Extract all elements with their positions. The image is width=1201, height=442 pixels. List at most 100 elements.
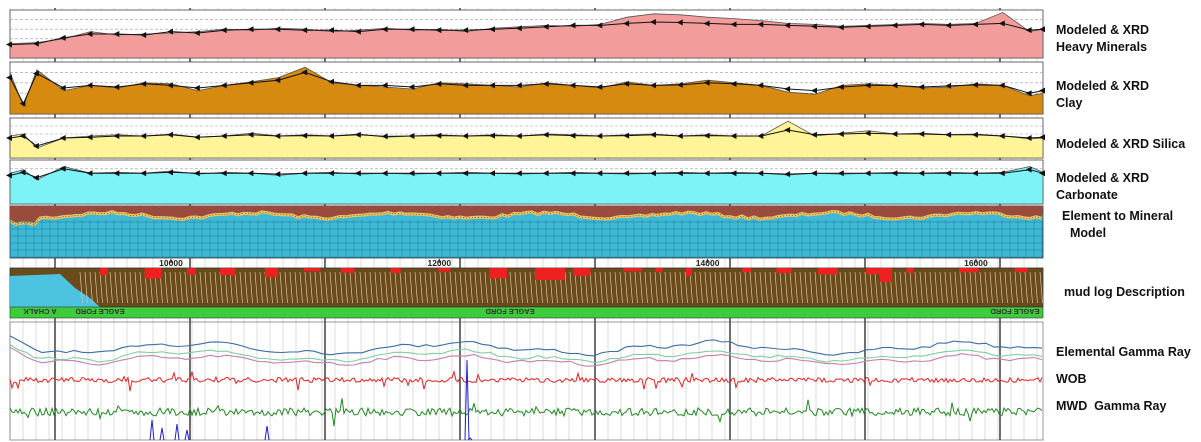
- xrd-point: [515, 82, 522, 89]
- mud-red-mark: [623, 268, 642, 272]
- mud-red-mark: [958, 268, 979, 273]
- xrd-point: [354, 170, 361, 177]
- xrd-point: [462, 133, 469, 139]
- xrd-point: [32, 40, 39, 47]
- xrd-point: [1039, 134, 1045, 141]
- xrd-point: [784, 171, 791, 178]
- xrd-point: [193, 170, 200, 177]
- xrd-point: [381, 82, 388, 89]
- xrd-point: [837, 131, 844, 137]
- xrd-point: [140, 170, 147, 177]
- mud-red-mark: [535, 268, 565, 280]
- xrd-point: [676, 81, 683, 88]
- xrd-point: [542, 170, 549, 177]
- xrd-point: [891, 131, 898, 137]
- mineral-boundary: [9, 210, 1043, 227]
- xrd-point: [945, 131, 952, 138]
- mud-red-mark: [776, 268, 792, 273]
- xrd-point: [596, 22, 603, 29]
- xrd-point: [730, 170, 737, 177]
- xrd-point: [649, 19, 656, 25]
- blue-spike: [464, 359, 470, 441]
- xrd-point: [220, 133, 227, 139]
- mud-red-mark: [818, 268, 838, 275]
- xrd-point: [86, 134, 93, 141]
- xrd-point: [113, 170, 120, 177]
- mud-red-mark: [655, 268, 663, 272]
- xrd-point: [515, 25, 522, 32]
- label-element-mineral-model: Element to Mineral Model: [1062, 209, 1174, 240]
- xrd-point: [623, 170, 630, 177]
- xrd-point: [864, 82, 871, 89]
- xrd-point: [488, 26, 495, 33]
- xrd-point: [971, 131, 978, 138]
- mud-red-mark: [220, 268, 236, 276]
- xrd-point: [301, 69, 308, 76]
- xrd-point: [32, 143, 39, 149]
- xrd-point: [166, 131, 173, 138]
- xrd-point: [569, 22, 576, 29]
- xrd-point: [757, 133, 764, 139]
- xrd-point: [32, 70, 39, 77]
- mud-red-mark: [866, 268, 884, 275]
- xrd-point: [113, 83, 120, 90]
- band-text-2: EAGLE FORD: [485, 307, 535, 316]
- elemental-gamma-ray-curve: [9, 335, 1043, 357]
- xrd-point: [998, 170, 1005, 177]
- xrd-point: [435, 27, 442, 34]
- xrd-point: [462, 170, 469, 177]
- mud-red-mark: [489, 268, 508, 279]
- xrd-point: [19, 133, 26, 139]
- xrd-point: [810, 170, 817, 177]
- axis-tick-label-16000: 16000: [964, 258, 988, 268]
- blue-spike: [149, 419, 155, 441]
- xrd-point: [381, 26, 388, 33]
- xrd-point: [649, 131, 656, 138]
- mwd-gamma-ray-curve: [9, 398, 1043, 427]
- track-carbonate: [6, 159, 1045, 205]
- xrd-point: [891, 82, 898, 89]
- depth-axis: 10000 12000 14000 16000: [159, 258, 988, 268]
- xrd-point: [569, 132, 576, 139]
- xrd-point: [301, 170, 308, 177]
- xrd-point: [435, 80, 442, 87]
- xrd-point: [837, 83, 844, 90]
- xrd-point: [649, 170, 656, 177]
- xrd-point: [864, 130, 871, 137]
- xrd-point: [274, 133, 281, 139]
- xrd-point: [945, 170, 952, 177]
- xrd-point: [247, 26, 254, 33]
- xrd-point: [86, 170, 93, 177]
- mud-red-mark: [438, 268, 451, 272]
- mud-red-mark: [187, 268, 196, 275]
- elemental-gamma-ray-curve: [9, 346, 1043, 367]
- xrd-point: [6, 172, 12, 179]
- xrd-point: [59, 165, 66, 172]
- xrd-point: [247, 79, 254, 86]
- blue-spike: [264, 425, 270, 441]
- xrd-point: [488, 132, 495, 139]
- xrd-point: [327, 133, 334, 139]
- xrd-point: [301, 132, 308, 139]
- xrd-point: [676, 19, 683, 26]
- mud-red-mark: [390, 268, 401, 273]
- xrd-point: [810, 87, 817, 94]
- xrd-point: [462, 82, 469, 89]
- xrd-point: [381, 170, 388, 177]
- mud-red-mark: [265, 268, 279, 278]
- xrd-point: [810, 23, 817, 30]
- xrd-point: [918, 131, 925, 137]
- xrd-point: [220, 170, 227, 177]
- xrd-point: [649, 82, 656, 89]
- xrd-point: [918, 21, 925, 28]
- wob-curve: [9, 369, 1043, 392]
- label-carbonate: Modeled & XRD Carbonate: [1056, 171, 1150, 202]
- xrd-point: [623, 20, 630, 27]
- xrd-point: [837, 24, 844, 31]
- xrd-point: [784, 127, 791, 133]
- curve-tracks: [9, 321, 1044, 441]
- xrd-point: [274, 77, 281, 84]
- xrd-point: [864, 170, 871, 177]
- mud-red-mark: [906, 268, 914, 273]
- xrd-point: [6, 41, 12, 48]
